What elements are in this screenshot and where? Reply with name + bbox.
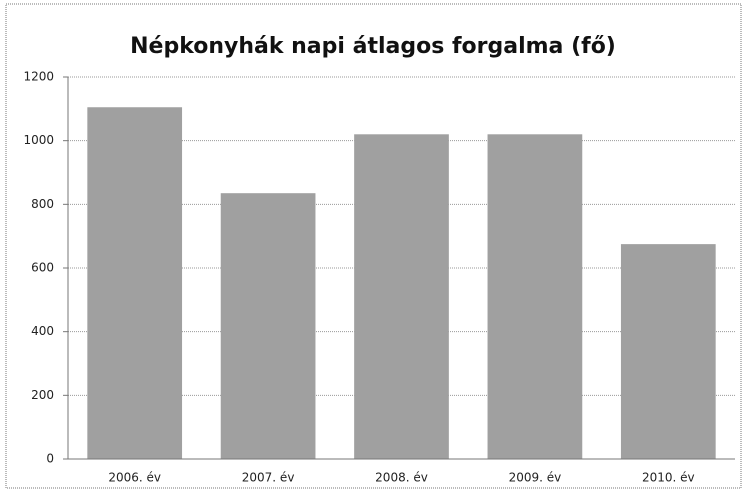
bar (620, 244, 716, 459)
y-tick-label: 200 (31, 388, 54, 402)
bar (354, 134, 449, 460)
x-tick-label: 2007. év (242, 471, 295, 485)
bar (87, 107, 183, 459)
bar (487, 134, 583, 460)
y-tick-label: 400 (31, 324, 54, 338)
y-tick-label: 0 (46, 452, 54, 466)
y-tick-label: 600 (31, 261, 54, 275)
x-tick-label: 2009. év (509, 471, 562, 485)
x-tick-label: 2008. év (375, 471, 428, 485)
y-tick-label: 1000 (23, 133, 54, 147)
bar (220, 193, 316, 460)
y-tick-label: 800 (31, 197, 54, 211)
chart-title: Népkonyhák napi átlagos forgalma (fő) (130, 34, 616, 59)
x-tick-label: 2006. év (108, 471, 161, 485)
y-tick-label: 1200 (23, 70, 54, 84)
x-tick-label: 2010. év (642, 471, 695, 485)
